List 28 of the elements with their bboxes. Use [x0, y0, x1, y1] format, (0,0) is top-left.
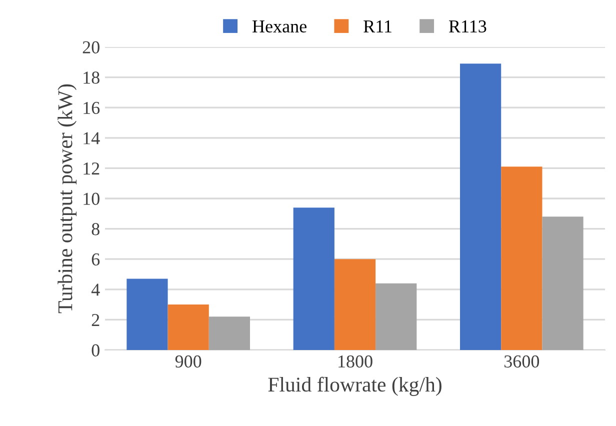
bar: [168, 304, 209, 350]
legend-label: R113: [448, 20, 486, 32]
y-axis-title: Turbine output power (kW): [58, 84, 77, 314]
x-axis-title: Fluid flowrate (kg/h): [268, 376, 442, 396]
y-tick-label: 8: [92, 223, 100, 236]
bar: [208, 316, 250, 350]
bar: [376, 283, 417, 350]
bar: [542, 216, 584, 350]
y-tick-label: 14: [84, 132, 100, 144]
x-tick-label: 900: [175, 355, 202, 368]
legend-label: R11: [364, 20, 392, 32]
bar: [501, 166, 542, 350]
y-tick-label: 2: [92, 314, 100, 326]
y-tick-label: 20: [82, 41, 100, 54]
x-tick-label: 3600: [504, 355, 540, 368]
y-tick-label: 0: [92, 344, 100, 356]
y-tick-label: 18: [84, 72, 100, 84]
bar: [460, 64, 502, 350]
bar: [126, 278, 168, 350]
y-tick-label: 10: [84, 192, 100, 205]
y-tick-label: 4: [91, 284, 100, 296]
legend-label: Hexane: [252, 20, 306, 32]
y-tick-label: 12: [84, 162, 100, 174]
y-tick-label: 6: [92, 253, 100, 266]
bar: [334, 259, 376, 350]
bar: [293, 208, 334, 350]
y-tick-label: 16: [84, 102, 100, 114]
x-tick-label: 1800: [338, 355, 372, 368]
